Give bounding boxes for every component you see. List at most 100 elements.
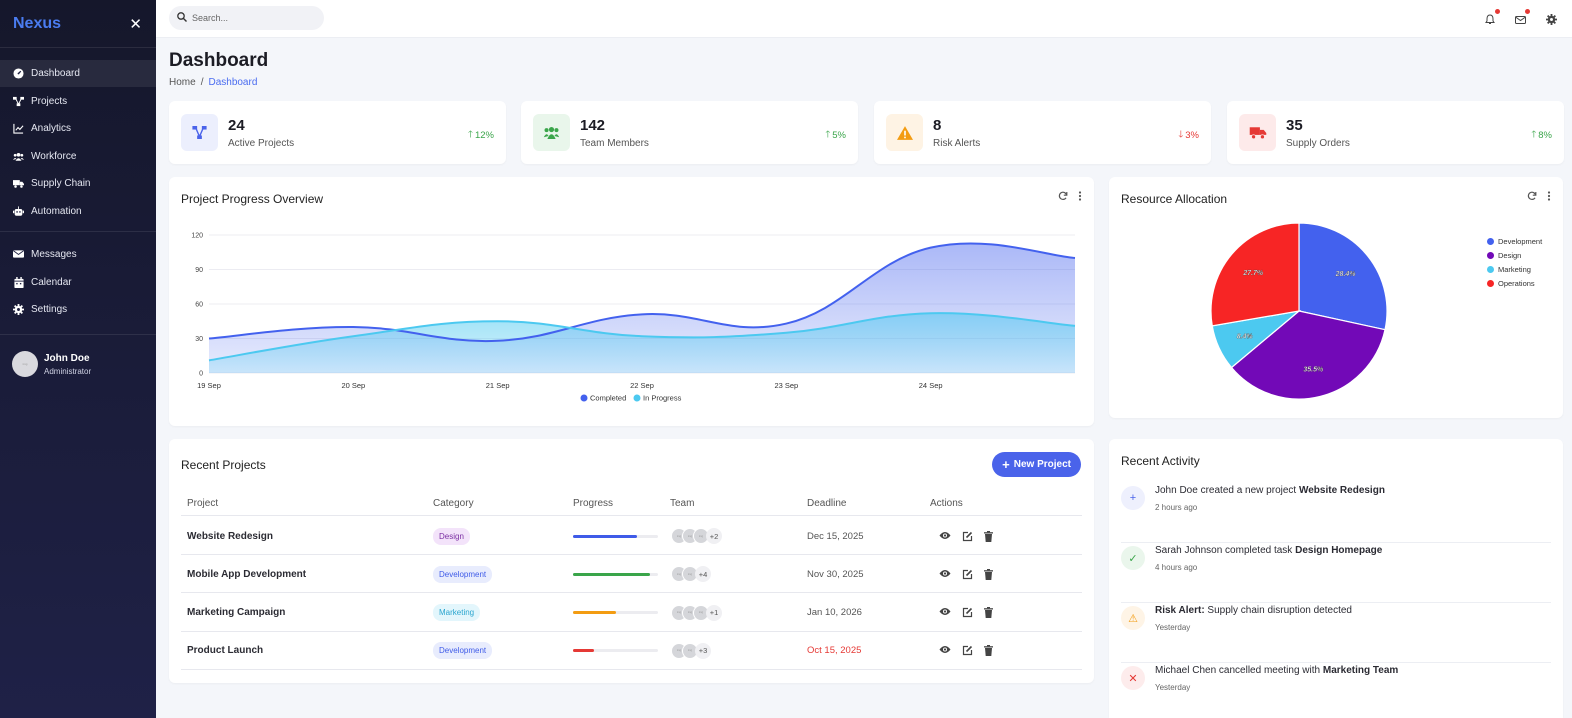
pie-slice-development[interactable] [1298, 222, 1388, 331]
legend-label[interactable]: In Progress [643, 394, 682, 403]
legend-item[interactable]: Development [1487, 237, 1542, 246]
sidebar-item-label: Projects [31, 95, 68, 107]
stat-card-team-members: 142 Team Members 🡑 5% [521, 101, 858, 164]
column-header[interactable]: Progress [573, 498, 614, 509]
team-avatars[interactable]: img img +3 [671, 642, 711, 659]
new-project-button[interactable]: + New Project [992, 452, 1081, 477]
eye-icon[interactable] [939, 531, 951, 542]
card-title: Project Progress Overview [181, 192, 324, 206]
sidebar-item-automation[interactable]: Automation [0, 198, 156, 225]
activity-text: John Doe created a new project Website R… [1155, 485, 1385, 496]
sidebar-item-settings[interactable]: Settings [0, 296, 156, 323]
team-avatars[interactable]: img img +4 [671, 566, 711, 583]
refresh-icon[interactable] [1527, 191, 1537, 204]
sidebar-item-supply-chain[interactable]: Supply Chain [0, 170, 156, 197]
column-header[interactable]: Project [187, 498, 219, 509]
project-name[interactable]: Product Launch [187, 645, 264, 657]
edit-icon[interactable] [962, 645, 973, 656]
eye-icon[interactable] [939, 607, 951, 618]
eye-icon[interactable] [939, 569, 951, 580]
check-icon: ✓ [1121, 546, 1145, 570]
column-header[interactable]: Deadline [807, 498, 847, 509]
activity-item: ✓ Sarah Johnson completed task Design Hom… [1121, 543, 1551, 603]
sidebar-item-dashboard[interactable]: Dashboard [0, 60, 156, 87]
y-tick-label: 0 [199, 371, 203, 378]
stat-value: 142 [580, 116, 606, 134]
team-avatars[interactable]: img img img +2 [671, 528, 722, 544]
project-diagram-icon [181, 114, 218, 151]
activity-highlight[interactable]: Website Redesign [1298, 485, 1385, 496]
project-name[interactable]: Mobile App Development [187, 568, 307, 580]
legend-item[interactable]: Operations [1487, 279, 1542, 288]
trash-icon[interactable] [984, 568, 993, 580]
pie-slice-design[interactable] [1230, 310, 1386, 400]
resource-allocation-card: Resource Allocation 28.4% 35.5% 8.4% 27.7% … [1109, 177, 1563, 418]
sidebar-item-label: Settings [31, 304, 68, 316]
column-header[interactable]: Category [433, 498, 474, 509]
more-options-icon[interactable] [1547, 191, 1551, 204]
pie-slice-operations[interactable] [1210, 222, 1300, 327]
series-line-in-progress[interactable] [208, 312, 1076, 362]
sidebar-item-label: Automation [31, 205, 82, 217]
series-line-completed[interactable] [208, 242, 1076, 343]
activity-highlight[interactable]: Marketing Team [1322, 665, 1399, 676]
close-sidebar-icon[interactable]: ✕ [129, 15, 142, 33]
column-header[interactable]: Team [670, 498, 695, 509]
legend-marker [1487, 252, 1494, 259]
y-tick-label: 60 [195, 302, 203, 309]
column-header[interactable]: Actions [930, 498, 963, 509]
progress-bar [573, 572, 658, 576]
project-name[interactable]: Marketing Campaign [187, 607, 286, 619]
arrow-down-icon: 🡓 [1178, 129, 1184, 140]
project-name[interactable]: Website Redesign [187, 530, 273, 542]
legend-label: Design [1498, 251, 1522, 260]
sidebar-item-analytics[interactable]: Analytics [0, 115, 156, 142]
row-actions [939, 530, 993, 542]
legend-item[interactable]: Marketing [1487, 265, 1542, 274]
gear-icon[interactable] [1546, 12, 1558, 25]
message-dot [1525, 9, 1530, 14]
edit-icon[interactable] [962, 569, 973, 580]
team-avatars[interactable]: img img img +1 [671, 604, 722, 621]
refresh-icon[interactable] [1058, 191, 1068, 204]
table-row: Mobile App Development Development img img +… [181, 555, 1082, 594]
trash-icon[interactable] [984, 645, 993, 657]
activity-highlight[interactable]: Risk Alert: [1155, 605, 1205, 616]
activity-item: + John Doe created a new project Website … [1121, 483, 1551, 543]
activity-highlight[interactable]: Design Homepage [1295, 545, 1383, 556]
project-name-cell: Website Redesign [187, 517, 273, 555]
search-box[interactable] [169, 6, 324, 30]
card-tools [1527, 191, 1551, 204]
legend-label[interactable]: Completed [590, 394, 626, 403]
trash-icon[interactable] [984, 530, 993, 542]
arrow-up-icon: 🡑 [468, 129, 473, 140]
actions-cell [939, 632, 993, 670]
sidebar-item-label: Dashboard [31, 68, 80, 79]
search-input[interactable] [192, 13, 312, 23]
eye-icon[interactable] [939, 645, 951, 656]
sidebar-item-messages[interactable]: Messages [0, 241, 156, 268]
sidebar-item-label: Messages [31, 248, 77, 260]
trash-icon[interactable] [984, 607, 993, 619]
edit-icon[interactable] [962, 607, 973, 618]
stat-card-active-projects: 24 Active Projects 🡑 12% [169, 101, 506, 164]
deadline-cell: Oct 15, 2025 [807, 632, 861, 670]
team-cell: img img img +1 [671, 594, 722, 632]
bell-icon[interactable] [1485, 9, 1500, 24]
progress-bar [573, 534, 658, 538]
legend-item[interactable]: Design [1487, 251, 1542, 260]
user-name: John Doe [44, 352, 90, 364]
sidebar-item-calendar[interactable]: Calendar [0, 269, 156, 296]
plus-icon: + [1121, 486, 1145, 510]
user-profile[interactable]: img John Doe Administrator [0, 334, 156, 393]
category-badge: Marketing [433, 604, 481, 622]
sidebar-item-projects[interactable]: Projects [0, 88, 156, 115]
category-badge: Design [433, 527, 470, 545]
envelope-icon[interactable] [1515, 9, 1530, 24]
breadcrumb-home[interactable]: Home [169, 77, 196, 88]
more-options-icon[interactable] [1078, 191, 1082, 204]
legend-marker [580, 394, 588, 402]
brand-logo[interactable]: Nexus [13, 14, 62, 32]
edit-icon[interactable] [962, 531, 973, 542]
sidebar-item-workforce[interactable]: Workforce [0, 143, 156, 170]
